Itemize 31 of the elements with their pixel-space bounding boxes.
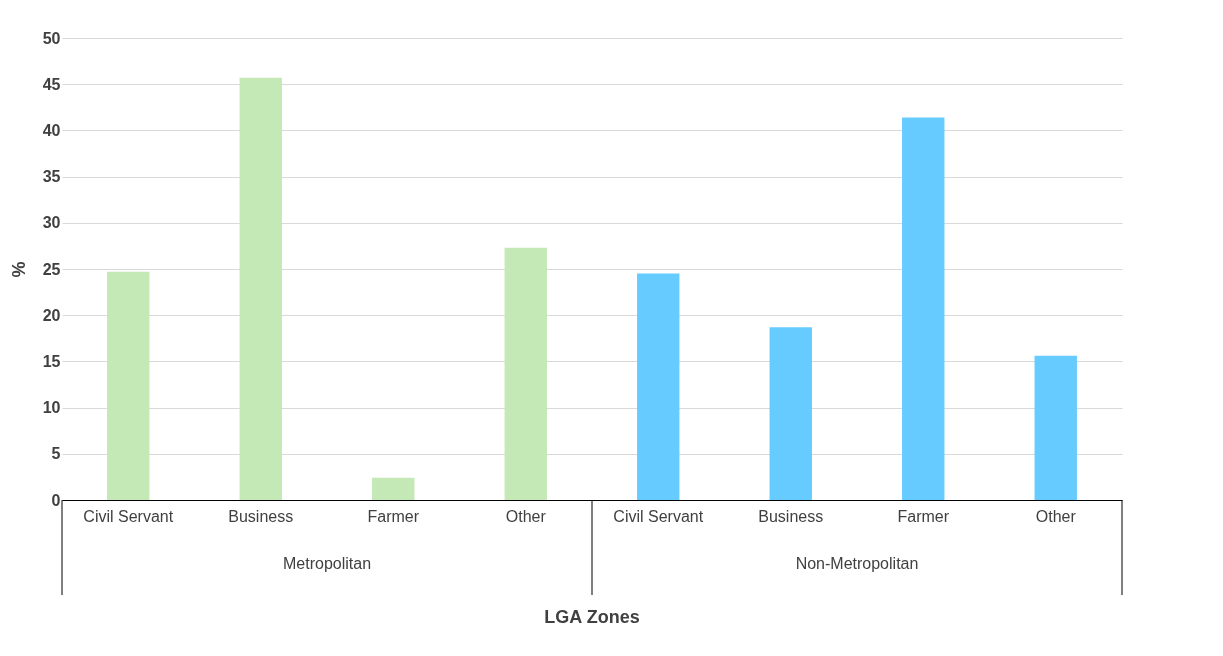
bar [504, 247, 547, 500]
bar [372, 477, 415, 500]
y-tick-label: 20 [42, 306, 61, 324]
x-tick-label: Other [1035, 507, 1077, 525]
bar [902, 117, 945, 500]
bar [637, 273, 680, 500]
y-tick-label: 25 [42, 260, 61, 278]
bar [239, 77, 282, 500]
y-tick-label: 15 [42, 352, 61, 370]
y-tick-label: 10 [42, 399, 61, 417]
x-tick-label: Other [505, 507, 547, 525]
x-axis-title: LGA Zones [544, 607, 640, 627]
y-tick-label: 40 [42, 121, 61, 139]
y-tick-label: 45 [42, 75, 61, 93]
text: Metropolitan [282, 555, 372, 572]
x-tick-label: Civil Servant [613, 507, 704, 525]
bar [769, 327, 812, 500]
y-tick-label: 0 [51, 491, 61, 509]
x-tick-label: Business [228, 507, 294, 525]
text: Non-Metropolitan [795, 555, 919, 572]
y-tick-label: 5 [51, 445, 61, 463]
y-tick-label: 50 [42, 29, 61, 47]
x-tick-label: Civil Servant [83, 507, 174, 525]
bar [1034, 355, 1077, 500]
y-tick-label: 30 [42, 214, 61, 232]
x-tick-label: Business [758, 507, 824, 525]
y-axis-title: % [8, 261, 29, 278]
bar [107, 271, 150, 500]
y-tick-label: 35 [42, 168, 61, 186]
x-tick-label: Farmer [367, 507, 420, 525]
x-tick-label: Farmer [897, 507, 950, 525]
